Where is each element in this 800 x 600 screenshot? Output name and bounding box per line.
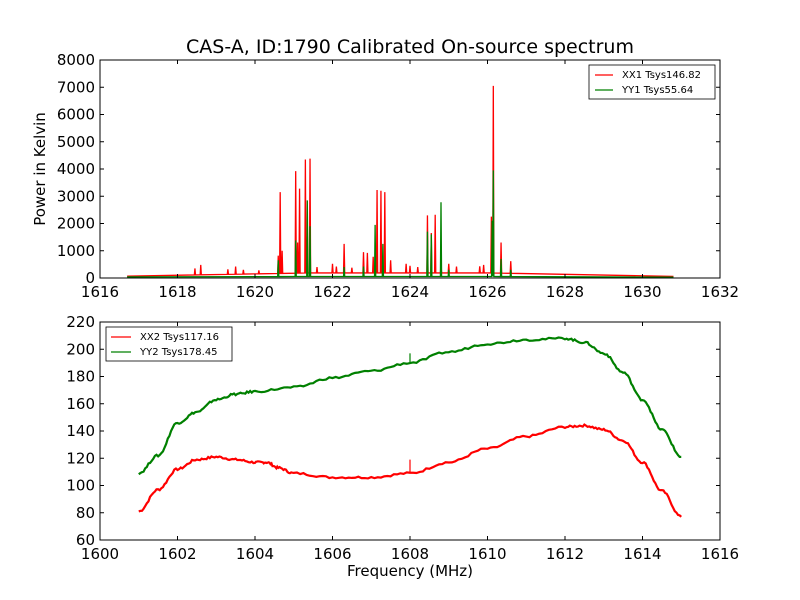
bottom-y-tick-label: 180 xyxy=(66,368,95,386)
bottom-x-tick-label: 1600 xyxy=(81,545,119,563)
bottom-y-tick-label: 220 xyxy=(66,313,95,331)
legend-label-xx2: XX2 Tsys117.16 xyxy=(140,332,219,343)
bottom-x-tick-label: 1604 xyxy=(236,545,274,563)
bottom-x-tick-label: 1606 xyxy=(313,545,351,563)
bottom-y-tick-label: 140 xyxy=(66,422,95,440)
top-y-tick-label: 7000 xyxy=(57,78,95,96)
top-y-tick-label: 3000 xyxy=(57,187,95,205)
top-y-axis-label: Power in Kelvin xyxy=(31,112,49,226)
top-plot-lines xyxy=(127,85,674,278)
bottom-legend: XX2 Tsys117.16 YY2 Tsys178.45 xyxy=(105,326,233,362)
bottom-y-tick-label: 100 xyxy=(66,477,95,495)
top-y-tick-label: 8000 xyxy=(57,51,95,69)
legend-label-yy2: YY2 Tsys178.45 xyxy=(139,347,218,358)
bottom-y-tick-label: 60 xyxy=(76,531,95,549)
top-spectrum-panel: 1616 1618 1620 1622 1624 1626 1628 1630 1632 0 100… xyxy=(31,51,739,301)
series-line-yy1 xyxy=(127,170,674,278)
series-line-yy2 xyxy=(138,336,682,476)
bottom-x-tick-label: 1610 xyxy=(468,545,506,563)
top-y-tick-label: 1000 xyxy=(57,242,95,260)
top-x-tick-label: 1618 xyxy=(158,283,196,301)
top-x-tick-label: 1620 xyxy=(236,283,274,301)
top-ticks: 1616 1618 1620 1622 1624 1626 1628 1630 1632 0 100… xyxy=(57,51,739,301)
top-legend: XX1 Tsys146.82 YY1 Tsys55.64 xyxy=(588,64,716,100)
top-y-tick-label: 6000 xyxy=(57,106,95,124)
bottom-x-tick-label: 1612 xyxy=(546,545,584,563)
bottom-y-tick-label: 80 xyxy=(76,504,95,522)
legend-label-xx1: XX1 Tsys146.82 xyxy=(622,70,701,81)
top-x-tick-label: 1624 xyxy=(391,283,429,301)
bottom-plot-lines xyxy=(138,336,682,518)
top-x-tick-label: 1628 xyxy=(546,283,584,301)
bottom-y-tick-label: 120 xyxy=(66,449,95,467)
bottom-ticks: 1600 1602 1604 1606 1608 1610 1612 1614 1616 60 80… xyxy=(66,313,739,563)
top-x-tick-label: 1622 xyxy=(313,283,351,301)
top-y-tick-label: 0 xyxy=(85,269,95,287)
bottom-y-tick-label: 200 xyxy=(66,340,95,358)
series-line-xx2 xyxy=(138,423,682,518)
bottom-spectrum-panel: 1600 1602 1604 1606 1608 1610 1612 1614 1616 60 80… xyxy=(66,313,739,580)
top-x-tick-label: 1632 xyxy=(701,283,739,301)
legend-label-yy1: YY1 Tsys55.64 xyxy=(621,85,693,96)
top-legend-box xyxy=(588,64,716,100)
bottom-x-tick-label: 1616 xyxy=(701,545,739,563)
bottom-x-tick-label: 1608 xyxy=(391,545,429,563)
top-y-tick-label: 2000 xyxy=(57,215,95,233)
bottom-legend-box xyxy=(105,326,233,362)
top-x-tick-label: 1626 xyxy=(468,283,506,301)
bottom-x-axis-label: Frequency (MHz) xyxy=(347,562,473,580)
chart-title: CAS-A, ID:1790 Calibrated On-source spec… xyxy=(186,36,634,58)
top-y-tick-label: 5000 xyxy=(57,133,95,151)
bottom-y-tick-label: 160 xyxy=(66,395,95,413)
top-x-tick-label: 1630 xyxy=(623,283,661,301)
bottom-x-tick-label: 1614 xyxy=(623,545,661,563)
bottom-x-tick-label: 1602 xyxy=(158,545,196,563)
top-x-tick-label: 1616 xyxy=(81,283,119,301)
top-y-tick-label: 4000 xyxy=(57,160,95,178)
